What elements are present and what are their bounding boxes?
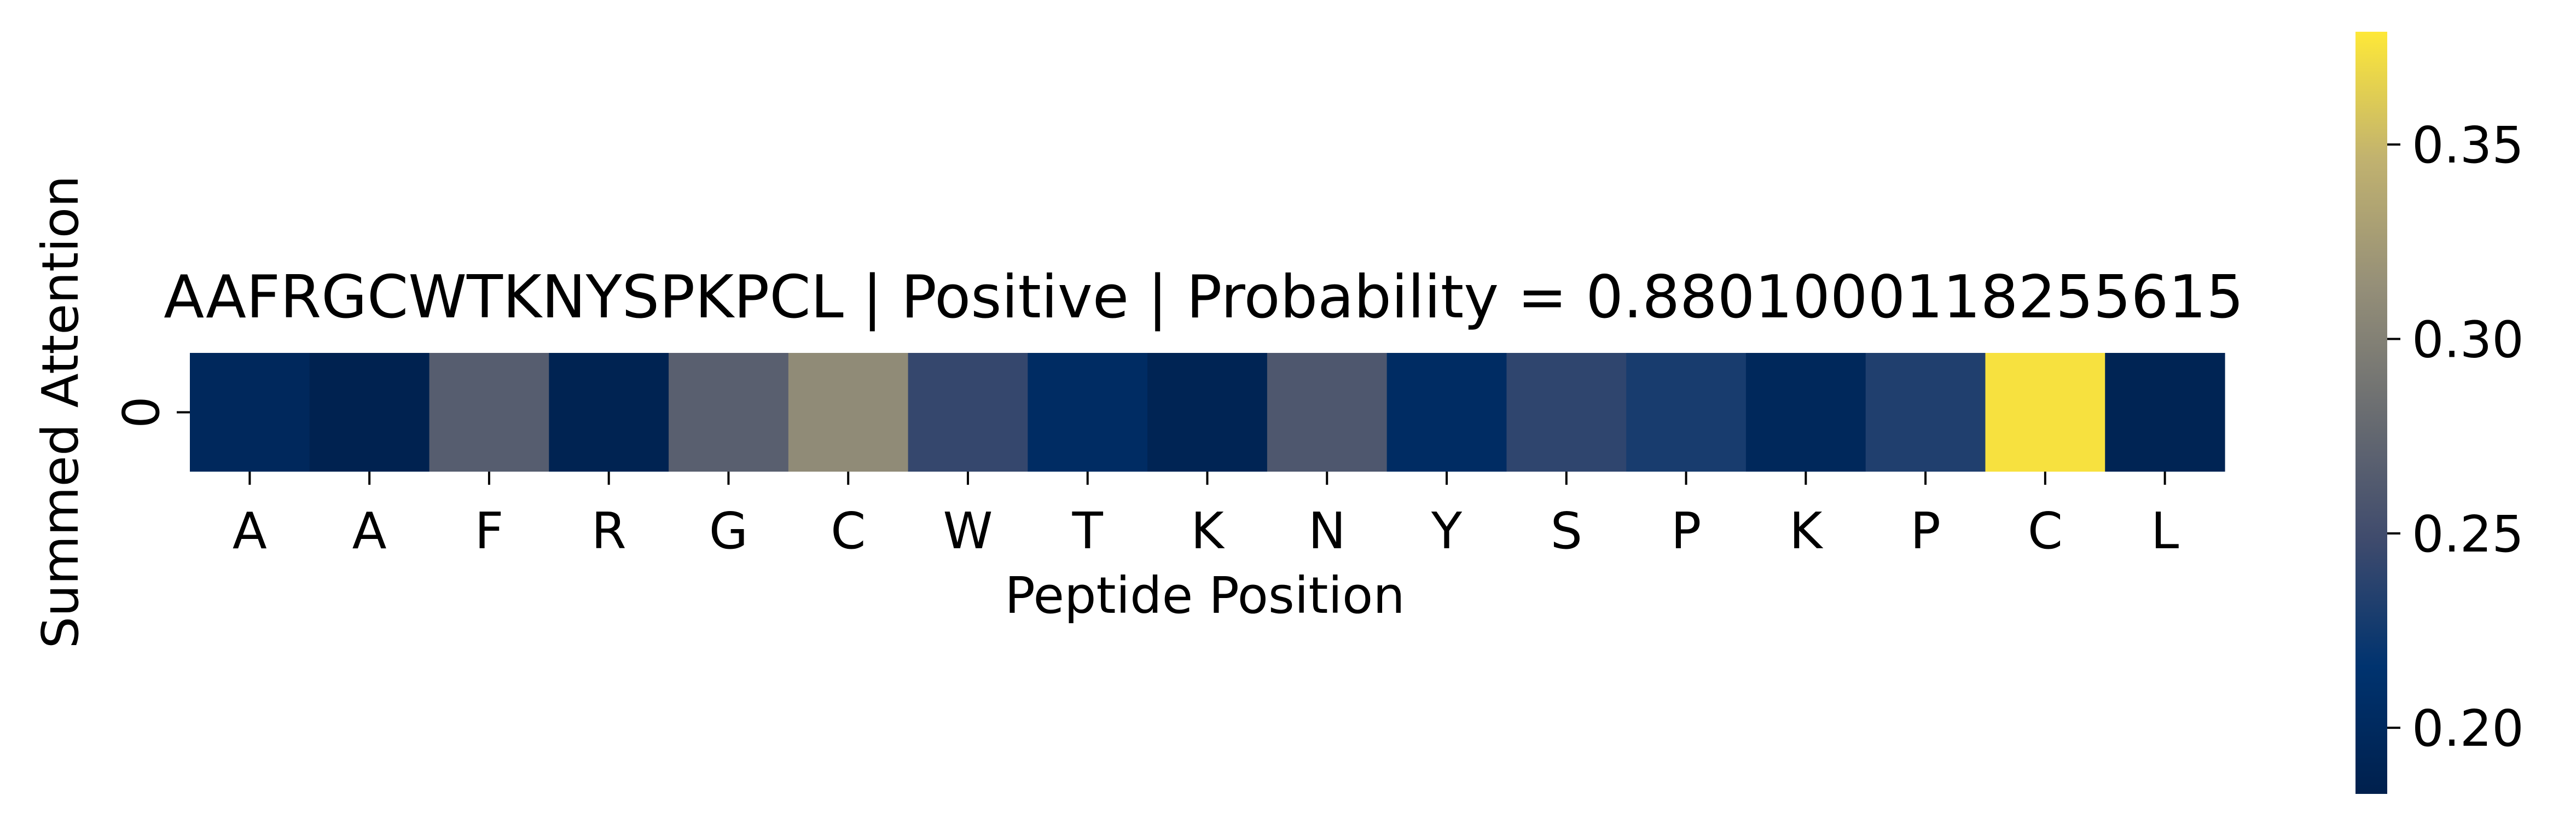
colorbar-tick-label: 0.25	[2412, 505, 2524, 564]
heatmap-cell	[309, 353, 430, 472]
heatmap-cell	[429, 353, 549, 472]
heatmap-cell	[1626, 353, 1747, 472]
heatmap-cell	[549, 353, 669, 472]
heatmap-cell	[1985, 353, 2105, 472]
colorbar-tick-label: 0.35	[2412, 116, 2524, 175]
heatmap-cell	[1865, 353, 1986, 472]
x-tick-label: R	[591, 502, 626, 560]
heatmap-cell	[1506, 353, 1627, 472]
heatmap-cell	[1028, 353, 1148, 472]
y-tick-label: 0	[112, 396, 171, 428]
heatmap-cell	[1745, 353, 1866, 472]
x-tick-label: T	[1072, 502, 1104, 560]
x-tick-label: W	[943, 502, 993, 560]
x-tick-label: P	[1671, 502, 1701, 560]
x-tick-label: K	[1191, 502, 1225, 560]
x-tick-label: L	[2151, 502, 2179, 560]
heatmap-cell	[788, 353, 909, 472]
x-tick-label: F	[474, 502, 503, 560]
x-tick-label: N	[1308, 502, 1346, 560]
heatmap-cells	[190, 353, 2225, 472]
colorbar	[2355, 32, 2387, 794]
heatmap-cell	[190, 353, 310, 472]
x-tick-label: G	[709, 502, 748, 560]
heatmap-cell	[1386, 353, 1507, 472]
heatmap-cell	[908, 353, 1028, 472]
x-tick-label: K	[1789, 502, 1824, 560]
heatmap-cell	[669, 353, 789, 472]
y-axis-label: Summed Attention	[31, 176, 90, 649]
colorbar-ticks: 0.20 0.25 0.30 0.35	[2387, 116, 2524, 758]
colorbar-tick-label: 0.30	[2412, 310, 2524, 369]
x-tick-label: A	[352, 502, 387, 560]
x-tick-label: C	[831, 502, 866, 560]
x-tick-label: C	[2028, 502, 2063, 560]
y-axis-ticks: 0	[112, 396, 190, 428]
heatmap-cell	[1267, 353, 1388, 472]
x-tick-label: A	[233, 502, 267, 560]
heatmap-cell	[2105, 353, 2225, 472]
x-axis-label: Peptide Position	[1005, 566, 1405, 625]
colorbar-tick-label: 0.20	[2412, 699, 2524, 758]
chart-title: AAFRGCWTKNYSPKPCL | Positive | Probabili…	[164, 263, 2244, 332]
x-tick-label: P	[1910, 502, 1940, 560]
x-tick-label: S	[1551, 502, 1582, 560]
x-tick-label: Y	[1431, 502, 1463, 560]
heatmap-cell	[1147, 353, 1268, 472]
